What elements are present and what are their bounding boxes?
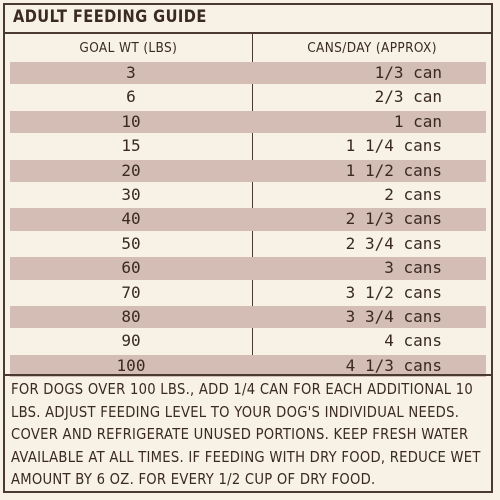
cans-per-day-cell: 1 1/4 cans <box>345 136 442 156</box>
column-header-goal-weight: GOAL WT (LBS) <box>79 40 178 56</box>
goal-weight-cell: 40 <box>121 209 141 229</box>
table-row: 40 2 1/3 cans <box>10 207 486 231</box>
cans-per-day-cell: 1 can <box>393 111 442 131</box>
table-row: 20 1 1/2 cans <box>10 159 486 183</box>
cans-per-day-cell: 2 3/4 cans <box>345 233 442 253</box>
goal-weight-cell: 3 <box>126 63 136 82</box>
cans-per-day-cell: 1/3 can <box>374 63 442 82</box>
row-band <box>10 305 486 329</box>
cans-per-day-cell: 4 cans <box>384 331 442 351</box>
table-row: 10 1 can <box>10 110 486 134</box>
table-row: 15 1 1/4 cans <box>10 134 486 158</box>
table-row: 3 1/3 can <box>10 61 486 85</box>
cans-per-day-cell: 2/3 can <box>374 87 442 107</box>
feeding-table: 3 1/3 can 6 2/3 can 10 1 can 15 1 1/4 cans 20 1 1… <box>10 61 486 378</box>
goal-weight-cell: 60 <box>121 258 141 278</box>
column-divider <box>252 34 253 374</box>
row-band <box>10 159 486 182</box>
feeding-guide-card: ADULT FEEDING GUIDE GOAL WT (LBS) CANS/D… <box>3 3 493 493</box>
row-band <box>10 110 486 134</box>
column-header-cans-per-day: CANS/DAY (APPROX) <box>307 40 438 56</box>
table-row: 70 3 1/2 cans <box>10 281 486 305</box>
goal-weight-cell: 6 <box>126 87 136 107</box>
cans-per-day-cell: 2 1/3 cans <box>345 209 442 229</box>
table-row: 80 3 3/4 cans <box>10 305 486 329</box>
title-divider <box>5 32 491 34</box>
row-band <box>10 208 486 231</box>
cans-per-day-cell: 4 1/3 cans <box>345 355 442 375</box>
goal-weight-cell: 100 <box>116 355 146 375</box>
table-row: 60 3 cans <box>10 256 486 280</box>
goal-weight-cell: 30 <box>121 184 141 204</box>
goal-weight-cell: 20 <box>121 160 141 180</box>
table-row: 6 2/3 can <box>10 85 486 109</box>
goal-weight-cell: 15 <box>121 136 141 156</box>
table-row: 90 4 cans <box>10 329 486 353</box>
cans-per-day-cell: 3 3/4 cans <box>345 306 442 326</box>
row-band <box>10 354 486 378</box>
cans-per-day-cell: 3 1/2 cans <box>345 282 442 302</box>
goal-weight-cell: 80 <box>121 306 141 326</box>
goal-weight-cell: 50 <box>121 233 141 253</box>
cans-per-day-cell: 2 cans <box>384 184 442 204</box>
table-row: 100 4 1/3 cans <box>10 354 486 378</box>
table-row: 30 2 cans <box>10 183 486 207</box>
footnote-divider <box>5 374 491 376</box>
cans-per-day-cell: 1 1/2 cans <box>345 160 442 180</box>
table-row: 50 2 3/4 cans <box>10 232 486 256</box>
row-band <box>10 257 486 280</box>
goal-weight-cell: 10 <box>121 111 141 131</box>
page-title: ADULT FEEDING GUIDE <box>13 7 207 27</box>
goal-weight-cell: 70 <box>121 282 141 302</box>
cans-per-day-cell: 3 cans <box>384 258 442 278</box>
row-band <box>10 62 486 85</box>
goal-weight-cell: 90 <box>121 331 141 351</box>
footnote-text: FOR DOGS OVER 100 LBS., ADD 1/4 CAN FOR … <box>11 380 481 489</box>
